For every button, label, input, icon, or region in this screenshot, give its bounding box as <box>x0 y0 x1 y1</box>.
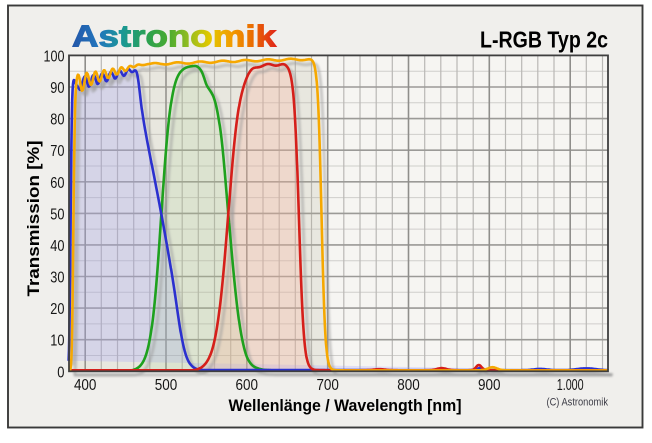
svg-text:900: 900 <box>478 377 501 394</box>
svg-text:1.000: 1.000 <box>557 377 584 394</box>
svg-text:30: 30 <box>50 270 65 287</box>
svg-text:800: 800 <box>397 377 420 394</box>
svg-text:Wellenlänge / Wavelength [nm]: Wellenlänge / Wavelength [nm] <box>229 396 462 415</box>
svg-text:10: 10 <box>50 333 65 350</box>
svg-text:(C) Astronomik: (C) Astronomik <box>547 397 609 409</box>
svg-text:100: 100 <box>44 48 65 65</box>
svg-text:70: 70 <box>50 143 65 160</box>
svg-text:Transmission [%]: Transmission [%] <box>25 141 43 297</box>
svg-text:L-RGB Typ 2c: L-RGB Typ 2c <box>480 27 608 53</box>
svg-text:60: 60 <box>50 175 65 192</box>
svg-text:0: 0 <box>57 364 65 381</box>
svg-text:600: 600 <box>236 377 259 394</box>
svg-text:40: 40 <box>50 238 65 255</box>
svg-text:20: 20 <box>50 301 65 318</box>
svg-text:700: 700 <box>316 377 339 394</box>
svg-text:50: 50 <box>50 206 65 223</box>
svg-text:Astronomik: Astronomik <box>72 18 277 53</box>
svg-text:500: 500 <box>155 377 178 394</box>
svg-text:80: 80 <box>50 112 65 129</box>
svg-text:90: 90 <box>50 80 65 97</box>
svg-text:400: 400 <box>74 377 97 394</box>
